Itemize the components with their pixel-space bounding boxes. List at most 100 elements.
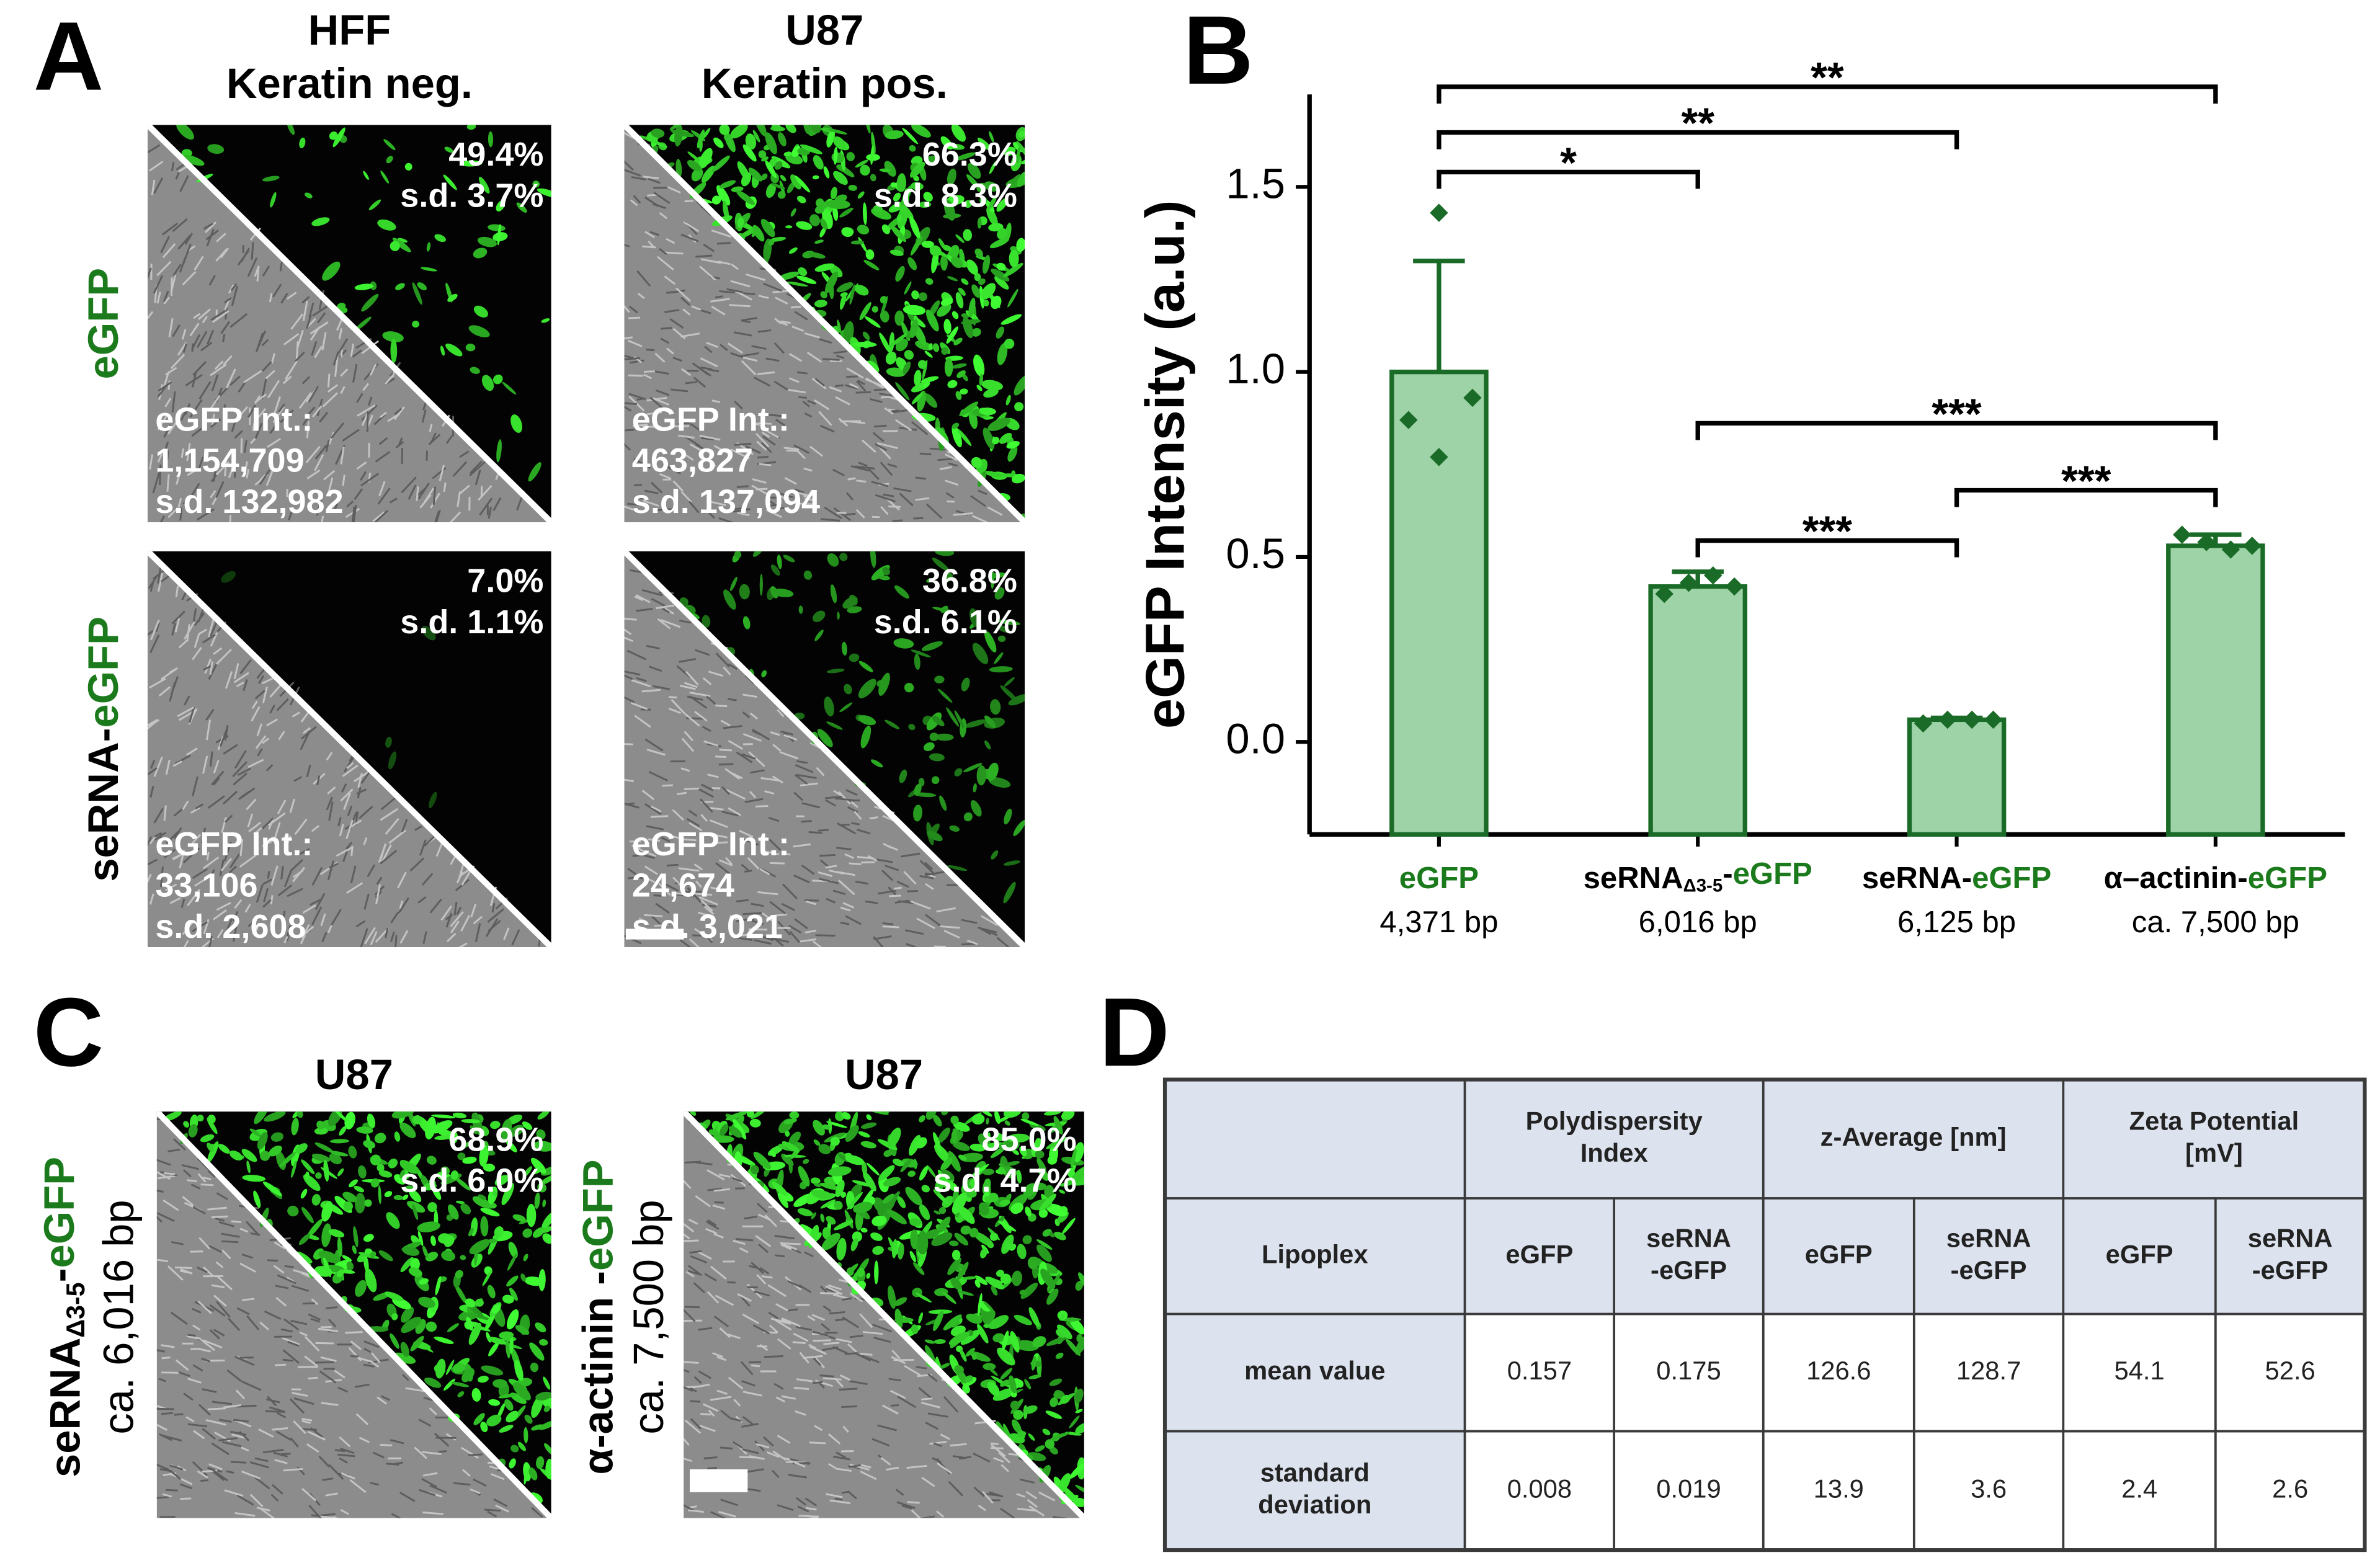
cell-texture [624, 406, 632, 412]
cell-texture [671, 698, 686, 715]
fluorescent-cell [929, 733, 939, 741]
cell-texture [272, 1484, 283, 1495]
significance-label: *** [1932, 390, 1981, 438]
fluorescent-cell [987, 417, 1010, 432]
cell-texture [759, 935, 774, 942]
fluorescent-cell [447, 293, 458, 302]
fluorescent-cell [819, 1183, 842, 1191]
image-intensity: eGFP Int.: [155, 826, 313, 863]
cell-texture [764, 1214, 778, 1227]
fluorescent-cell [998, 1221, 1017, 1232]
fluorescent-cell [934, 1339, 946, 1344]
fluorescent-cell [979, 1306, 992, 1327]
cell-texture [314, 893, 326, 911]
fluorescent-cell [932, 1115, 942, 1127]
fluorescent-cell [814, 263, 835, 272]
fluorescent-cell [242, 1175, 266, 1182]
cell-texture [246, 468, 250, 479]
fluorescent-cell [370, 1251, 377, 1258]
cell-texture [255, 408, 267, 421]
cell-texture [310, 898, 321, 906]
fluorescent-cell [440, 345, 445, 356]
cell-texture [751, 345, 767, 350]
cell-texture [317, 312, 326, 324]
cell-texture [267, 870, 270, 879]
fluorescent-cell [878, 575, 891, 581]
cell-texture [1000, 1507, 1015, 1518]
fluorescent-cell [188, 1124, 198, 1138]
cell-texture [651, 598, 666, 607]
cell-texture [246, 798, 257, 811]
cell-texture [172, 264, 182, 276]
cell-texture [887, 463, 898, 468]
image-percent: s.d. 6.1% [874, 603, 1017, 641]
cell-texture [419, 494, 432, 509]
cell-texture [945, 492, 955, 499]
cell-texture [793, 444, 809, 454]
cell-texture [238, 406, 249, 417]
cell-texture [179, 175, 189, 192]
cell-texture [666, 291, 675, 294]
cell-texture [696, 200, 712, 216]
cell-texture [631, 176, 646, 180]
cell-texture [744, 870, 752, 873]
cell-texture [715, 652, 730, 667]
fluorescent-cell [969, 1144, 986, 1152]
cell-texture [819, 425, 835, 433]
cell-texture [236, 1494, 254, 1506]
cell-texture [698, 1370, 712, 1379]
cell-texture [849, 1292, 863, 1302]
cell-texture [835, 1318, 847, 1322]
fluorescent-cell [858, 1131, 870, 1138]
significance-bracket [1695, 421, 2218, 440]
fluorescent-cell [1049, 1378, 1063, 1386]
fluorescent-cell [858, 661, 873, 672]
fluorescent-cell [528, 462, 542, 482]
cell-texture [828, 1463, 836, 1469]
cell-texture [422, 1472, 438, 1477]
cell-texture [769, 839, 782, 851]
cell-texture [723, 666, 731, 675]
fluorescent-cell [971, 327, 981, 337]
fluorescent-cell [1017, 1431, 1027, 1438]
fluorescent-cell [877, 1139, 898, 1151]
fluorescent-cell [499, 1331, 514, 1340]
cell-texture [197, 308, 212, 321]
cell-texture [772, 775, 783, 784]
cell-texture [386, 1463, 399, 1466]
cell-texture [643, 176, 659, 180]
fluorescent-cell [888, 1128, 901, 1147]
table-cell [1762, 1197, 1915, 1316]
fluorescent-cell [778, 132, 787, 147]
cell-texture [687, 1509, 704, 1513]
cell-texture [207, 1407, 226, 1410]
cell-texture [796, 491, 811, 497]
fluorescent-cell [768, 239, 775, 246]
fluorescent-cell [1031, 1356, 1036, 1371]
cell-texture [933, 1442, 942, 1448]
cell-texture [289, 798, 296, 813]
cell-texture [822, 1377, 842, 1381]
fluorescent-cell [990, 699, 1001, 715]
cell-texture [337, 1453, 355, 1458]
cell-texture [804, 929, 817, 933]
cell-texture [215, 461, 230, 476]
cell-texture [251, 700, 258, 710]
cell-texture [653, 192, 671, 204]
cell-texture [636, 677, 647, 682]
fluorescent-cell [870, 551, 876, 568]
fluorescent-cell [803, 570, 813, 580]
fluorescent-cell [269, 1145, 282, 1157]
cell-texture [646, 825, 664, 830]
x-tick-sublabel: 6,016 bp [1639, 906, 1757, 939]
column-header: U87 [315, 1051, 393, 1098]
cell-texture [213, 760, 220, 774]
fluorescent-cell [507, 1309, 519, 1330]
cell-texture [326, 752, 333, 761]
significance-bracket [1437, 130, 1959, 149]
cell-texture [827, 1284, 842, 1291]
cell-texture [369, 363, 377, 376]
cell-texture [269, 419, 281, 434]
fluorescent-cell [932, 1132, 942, 1153]
fluorescent-cell [412, 321, 420, 328]
